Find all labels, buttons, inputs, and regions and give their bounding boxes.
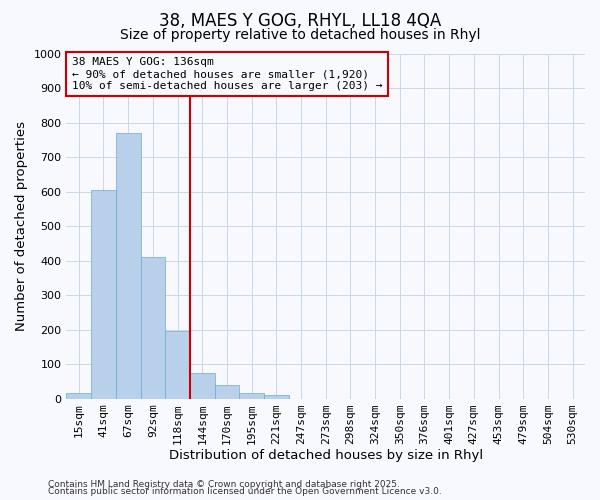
Bar xyxy=(91,190,116,398)
Bar xyxy=(239,394,264,398)
Bar xyxy=(215,385,239,398)
Text: 38 MAES Y GOG: 136sqm
← 90% of detached houses are smaller (1,920)
10% of semi-d: 38 MAES Y GOG: 136sqm ← 90% of detached … xyxy=(71,58,382,90)
Bar xyxy=(165,332,190,398)
X-axis label: Distribution of detached houses by size in Rhyl: Distribution of detached houses by size … xyxy=(169,450,483,462)
Text: Size of property relative to detached houses in Rhyl: Size of property relative to detached ho… xyxy=(120,28,480,42)
Text: Contains public sector information licensed under the Open Government Licence v3: Contains public sector information licen… xyxy=(48,488,442,496)
Bar xyxy=(264,395,289,398)
Text: 38, MAES Y GOG, RHYL, LL18 4QA: 38, MAES Y GOG, RHYL, LL18 4QA xyxy=(159,12,441,30)
Text: Contains HM Land Registry data © Crown copyright and database right 2025.: Contains HM Land Registry data © Crown c… xyxy=(48,480,400,489)
Bar xyxy=(116,134,140,398)
Bar xyxy=(190,372,215,398)
Y-axis label: Number of detached properties: Number of detached properties xyxy=(15,122,28,332)
Bar xyxy=(67,394,91,398)
Bar xyxy=(140,258,165,398)
